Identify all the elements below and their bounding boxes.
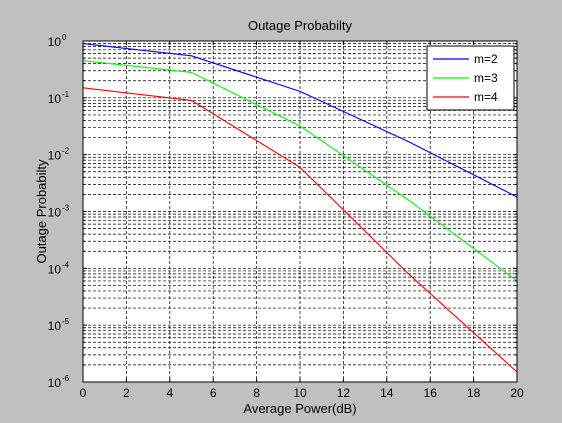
ticks [82, 41, 518, 383]
x-tick-label: 0 [80, 386, 87, 400]
y-tick-label: 10 [48, 376, 62, 390]
y-tick-exponent: -5 [62, 317, 70, 326]
chart-title: Outage Probabilty [248, 18, 353, 33]
series-line-m-4 [82, 87, 518, 373]
x-tick-label: 14 [380, 386, 394, 400]
x-tick-label: 20 [510, 386, 524, 400]
y-axis-label: Outage Probabilty [34, 159, 49, 264]
y-tick-exponent: -3 [62, 204, 70, 213]
series-line-m-3 [82, 60, 518, 282]
series-lines [82, 43, 518, 373]
x-tick-label: 6 [210, 386, 217, 400]
x-tick-label: 12 [337, 386, 351, 400]
legend-label: m=2 [474, 52, 498, 66]
x-tick-labels: 0 2 4 6 8 10 12 14 16 18 20 [80, 386, 524, 400]
legend: m=2 m=3 m=4 [426, 45, 515, 111]
y-tick-exponent: -2 [62, 147, 70, 156]
y-tick-exponent: -1 [62, 90, 70, 99]
y-tick-label: 10 [48, 92, 62, 106]
y-tick-label: 10 [48, 35, 62, 49]
x-tick-label: 16 [424, 386, 438, 400]
y-tick-label: 10 [48, 149, 62, 163]
x-tick-label: 10 [293, 386, 307, 400]
x-tick-label: 4 [166, 386, 173, 400]
x-tick-label: 2 [123, 386, 130, 400]
grid-lines [83, 41, 517, 382]
y-tick-exponent: -4 [62, 260, 70, 269]
y-tick-exponent: 0 [62, 33, 67, 42]
series-line-m-2 [82, 43, 518, 198]
x-tick-label: 8 [253, 386, 260, 400]
x-axis-label: Average Power(dB) [243, 401, 356, 416]
y-tick-label: 10 [48, 206, 62, 220]
y-tick-exponent: -6 [62, 374, 70, 383]
y-tick-label: 10 [48, 319, 62, 333]
y-tick-label: 10 [48, 262, 62, 276]
legend-label: m=3 [474, 71, 498, 85]
legend-label: m=4 [474, 90, 498, 104]
legend-box [426, 45, 515, 111]
x-tick-label: 18 [467, 386, 481, 400]
